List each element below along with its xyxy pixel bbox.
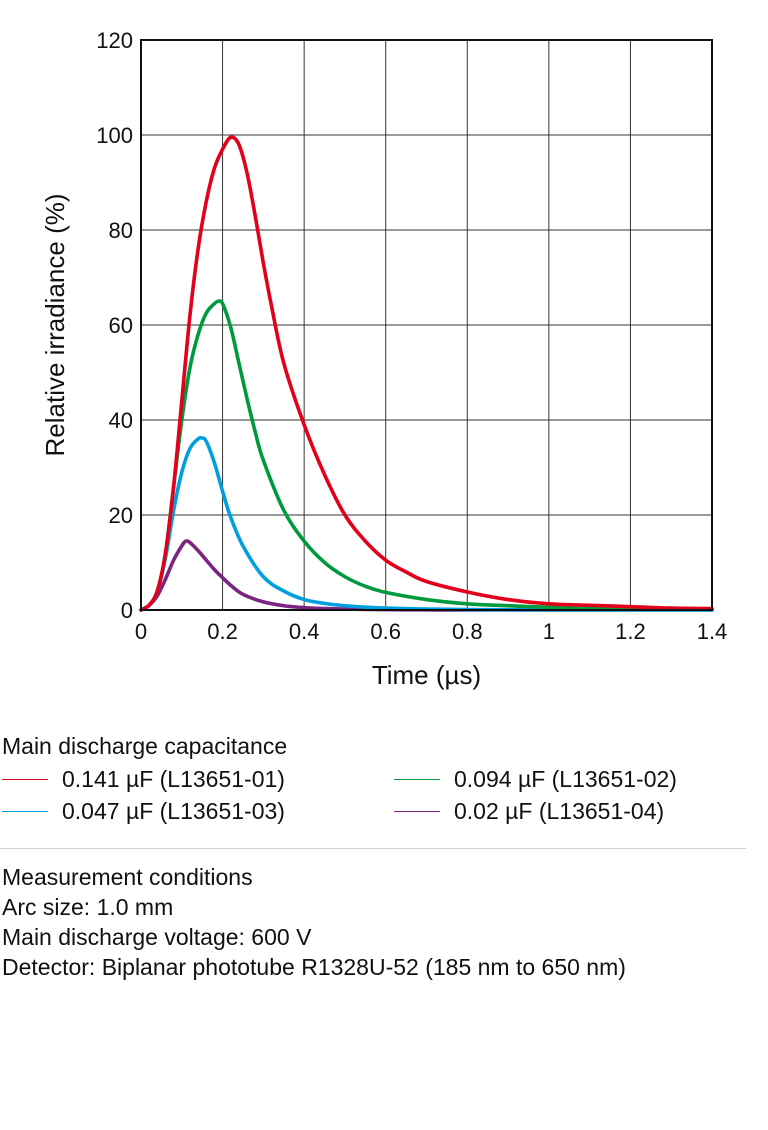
x-axis-ticks: 0 0.2 0.4 0.6 0.8 1 1.2 1.4 — [135, 619, 727, 644]
series-line-0 — [139, 135, 714, 612]
discharge-voltage: Main discharge voltage: 600 V — [2, 924, 312, 950]
measurement-conditions: Measurement conditions Arc size: 1.0 mm … — [2, 862, 626, 982]
x-tick-label: 0.6 — [370, 619, 401, 644]
series-line-2 — [139, 435, 714, 612]
legend-label: 0.02 µF (L13651-04) — [454, 798, 665, 824]
y-tick-label: 0 — [121, 598, 133, 623]
legend: 0.141 µF (L13651-01) 0.094 µF (L13651-02… — [0, 764, 768, 830]
x-tick-label: 0.2 — [207, 619, 238, 644]
y-tick-label: 20 — [109, 503, 133, 528]
x-tick-label: 0.8 — [452, 619, 483, 644]
conditions-title: Measurement conditions — [2, 864, 253, 890]
legend-swatch — [2, 810, 48, 812]
irradiance-chart: 0 0.2 0.4 0.6 0.8 1 1.2 1.4 0 20 40 60 80 100 120 Tim… — [40, 28, 727, 690]
series-layer — [139, 135, 714, 612]
legend-label: 0.047 µF (L13651-03) — [62, 798, 285, 824]
arc-size: Arc size: 1.0 mm — [2, 894, 174, 920]
y-tick-label: 120 — [96, 28, 133, 53]
legend-label: 0.141 µF (L13651-01) — [62, 766, 285, 792]
legend-item: 0.094 µF (L13651-02) — [394, 764, 677, 794]
y-axis-title: Relative irradiance (%) — [40, 194, 70, 457]
legend-item: 0.02 µF (L13651-04) — [394, 796, 664, 826]
x-tick-label: 1.2 — [615, 619, 646, 644]
y-tick-label: 100 — [96, 123, 133, 148]
legend-item: 0.047 µF (L13651-03) — [2, 796, 285, 826]
x-tick-label: 0.4 — [289, 619, 320, 644]
section-divider — [0, 848, 746, 849]
detector: Detector: Biplanar phototube R1328U-52 (… — [2, 954, 626, 980]
x-tick-label: 1 — [543, 619, 555, 644]
y-axis-ticks: 0 20 40 60 80 100 120 — [96, 28, 133, 623]
legend-swatch — [394, 810, 440, 812]
plot-frame — [140, 39, 713, 611]
legend-swatch — [394, 778, 440, 780]
legend-swatch — [2, 778, 48, 780]
legend-item: 0.141 µF (L13651-01) — [2, 764, 285, 794]
y-tick-label: 80 — [109, 218, 133, 243]
x-axis-title: Time (µs) — [372, 660, 481, 690]
grid-layer — [140, 39, 713, 611]
x-tick-label: 0 — [135, 619, 147, 644]
legend-title: Main discharge capacitance — [2, 733, 288, 759]
series-line-1 — [139, 299, 714, 612]
y-tick-label: 40 — [109, 408, 133, 433]
legend-label: 0.094 µF (L13651-02) — [454, 766, 677, 792]
x-tick-label: 1.4 — [697, 619, 728, 644]
y-tick-label: 60 — [109, 313, 133, 338]
